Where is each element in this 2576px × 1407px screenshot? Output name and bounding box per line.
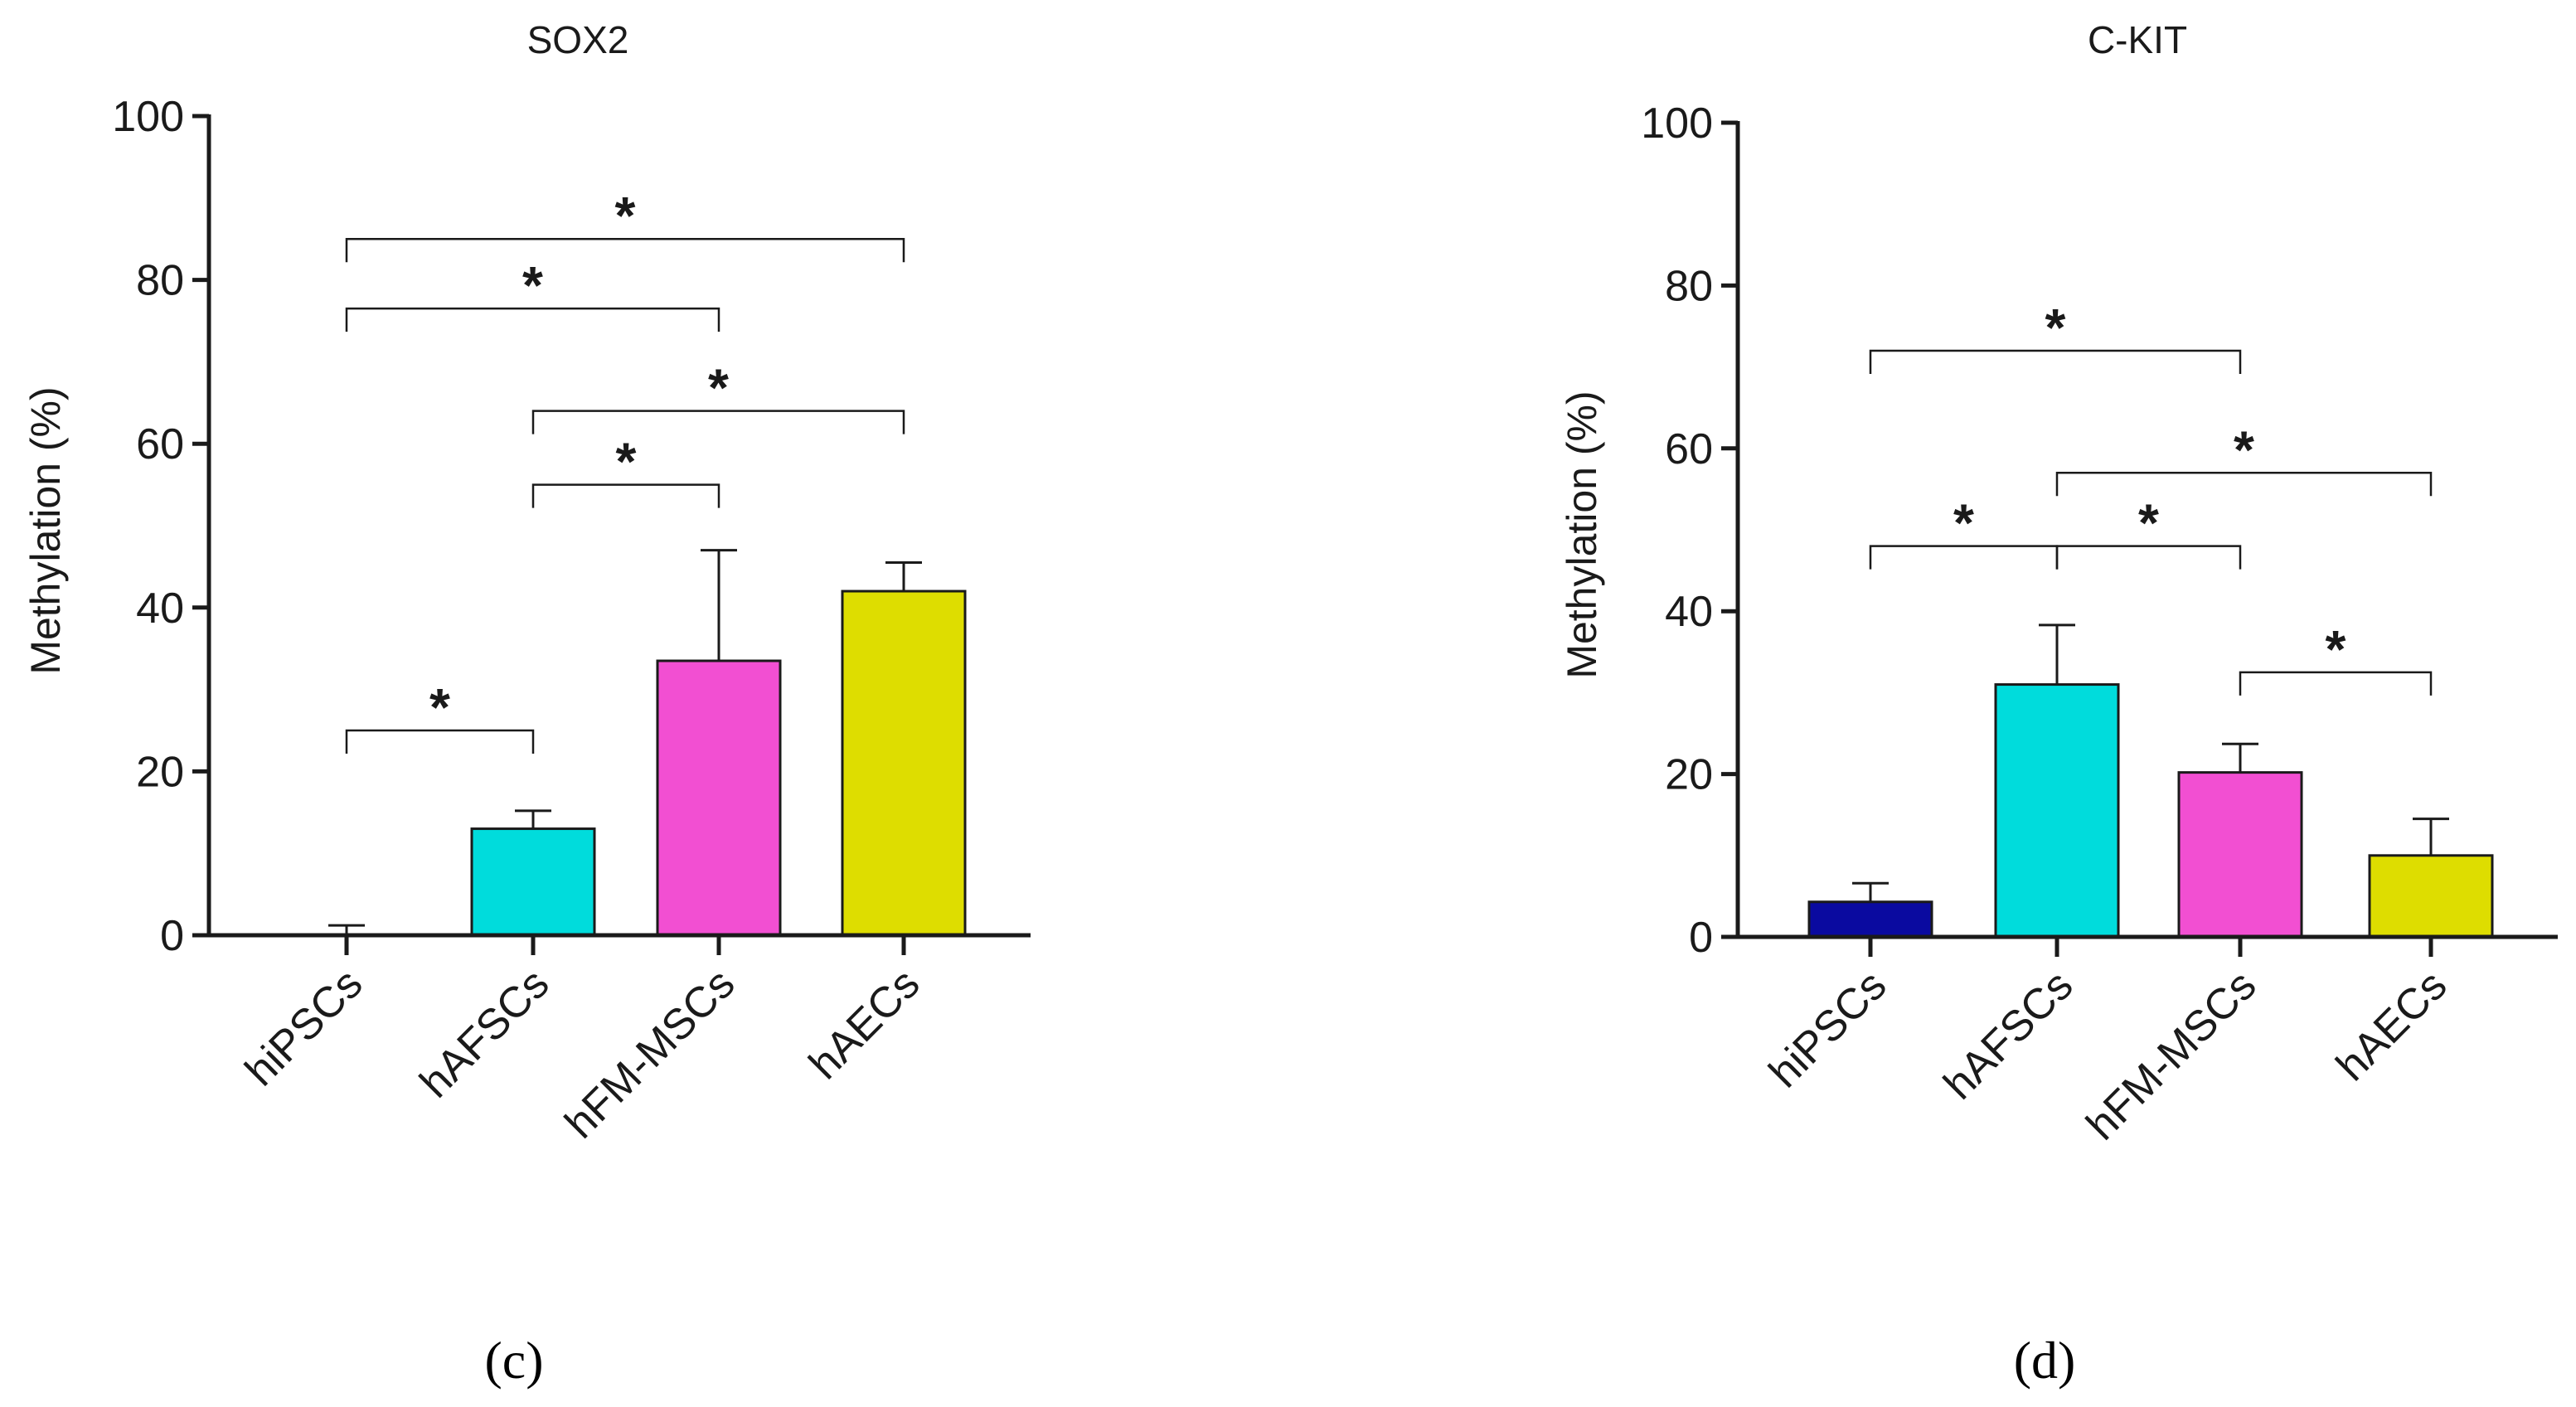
sox2-significance-star-0: * — [615, 186, 636, 245]
ckit-significance-star-1: * — [2234, 420, 2254, 479]
ckit-significance-star-2: * — [1953, 493, 1974, 553]
sox2-bar-1 — [470, 827, 596, 937]
sox2-chart-title: SOX2 — [527, 18, 629, 61]
sox2-significance-bracket-1 — [345, 307, 720, 332]
ckit-significance-star-0: * — [2045, 298, 2066, 357]
sox2-significance-bracket-4 — [345, 729, 535, 754]
ckit-x-tick-label-2: hFM-MSCs — [2078, 961, 2266, 1149]
ckit-y-tick-label-80: 80 — [1665, 262, 1713, 310]
sox2-significance-star-2: * — [708, 358, 729, 418]
ckit-bar-3 — [2368, 854, 2494, 939]
ckit-y-axis-label: Methylation (%) — [1559, 391, 1605, 678]
ckit-bar-0 — [1807, 900, 1933, 939]
ckit-x-tick-label-3: hAECs — [2327, 961, 2456, 1089]
sox2-significance-bracket-2 — [531, 410, 905, 434]
ckit-y-tick-label-40: 40 — [1665, 588, 1713, 636]
ckit-chart-title: C-KIT — [2088, 18, 2187, 61]
sox2-significance-bracket-3 — [531, 483, 720, 508]
sox2-bar-2 — [656, 659, 782, 937]
ckit-y-tick-label-20: 20 — [1665, 751, 1713, 799]
sox2-x-tick-label-0: hiPSCs — [236, 959, 372, 1095]
sox2-bar-3 — [841, 589, 967, 937]
ckit-significance-star-3: * — [2138, 493, 2159, 553]
sox2-significance-star-1: * — [522, 255, 543, 315]
panel-label-c: (c) — [484, 1331, 543, 1390]
sox2-significance-star-3: * — [616, 432, 637, 492]
ckit-bar-2 — [2177, 771, 2303, 939]
sox2-x-tick-label-3: hAECs — [800, 959, 929, 1088]
sox2-y-tick-label-80: 80 — [136, 257, 184, 305]
ckit-significance-bracket-3 — [2055, 545, 2242, 570]
ckit-significance-bracket-4 — [2239, 671, 2433, 696]
sox2-x-tick-label-1: hAFSCs — [411, 959, 559, 1107]
sox2-y-tick-label-40: 40 — [136, 585, 184, 633]
sox2-chart-panel: SOX2 Methylation (%) (c) 0 20 40 60 80 100 hiP… — [22, 18, 1031, 1390]
panel-label-d: (d) — [2014, 1331, 2076, 1390]
sox2-significance-bracket-0 — [345, 237, 905, 263]
sox2-x-tick-label-2: hFM-MSCs — [556, 959, 745, 1147]
ckit-significance-star-4: * — [2326, 619, 2346, 679]
ckit-significance-bracket-0 — [1869, 349, 2242, 374]
sox2-y-tick-label-100: 100 — [112, 93, 184, 141]
sox2-significance-star-4: * — [429, 677, 450, 737]
ckit-chart-panel: C-KIT Methylation (%) (d) 0 20 40 60 80 100 hi… — [1559, 18, 2558, 1390]
ckit-y-tick-label-60: 60 — [1665, 425, 1713, 473]
ckit-bar-1 — [1994, 683, 2120, 939]
sox2-y-tick-label-60: 60 — [136, 420, 184, 468]
ckit-y-tick-label-0: 0 — [1689, 914, 1713, 962]
ckit-x-tick-label-0: hiPSCs — [1760, 961, 1896, 1097]
ckit-significance-bracket-1 — [2055, 472, 2433, 497]
sox2-y-tick-label-0: 0 — [160, 912, 184, 960]
sox2-y-axis-label: Methylation (%) — [22, 386, 69, 674]
sox2-y-tick-label-20: 20 — [136, 748, 184, 796]
ckit-y-tick-label-100: 100 — [1641, 99, 1713, 148]
ckit-x-tick-label-1: hAFSCs — [1935, 961, 2083, 1109]
